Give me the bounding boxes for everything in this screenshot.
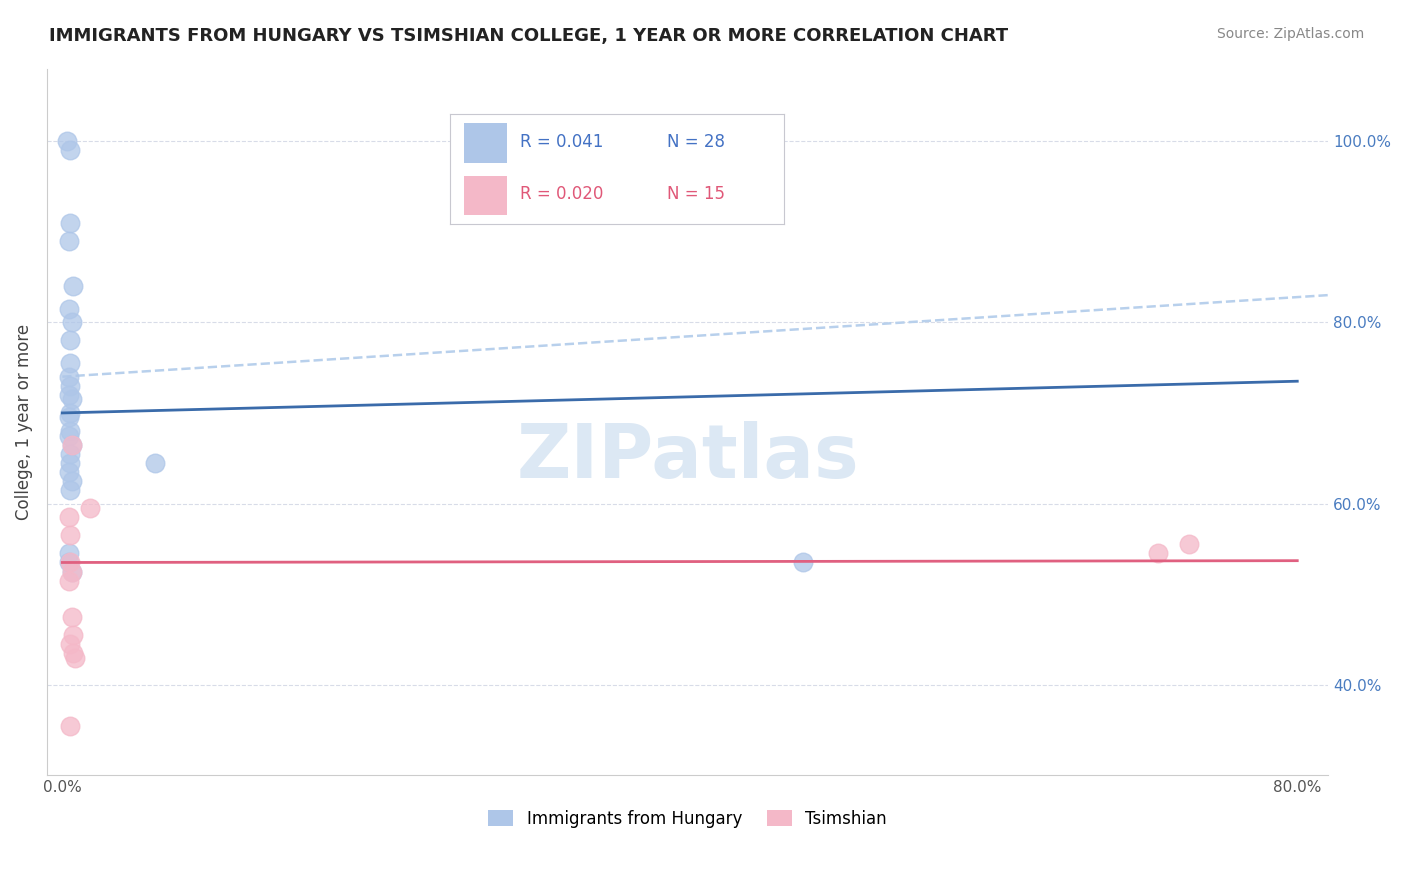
Point — [58, 301, 80, 316]
Text: ZIPatlas: ZIPatlas — [516, 421, 859, 494]
Point — [1147, 546, 1170, 560]
Legend: Immigrants from Hungary, Tsimshian: Immigrants from Hungary, Tsimshian — [481, 803, 894, 834]
Point — [58, 465, 80, 479]
Point — [60, 437, 83, 451]
Point — [58, 428, 80, 442]
Point — [60, 315, 83, 329]
Point — [63, 650, 86, 665]
Point — [59, 378, 82, 392]
Point — [60, 474, 83, 488]
Point — [62, 279, 84, 293]
Point — [56, 134, 79, 148]
Point — [1178, 537, 1201, 551]
Point — [60, 392, 83, 407]
Point — [59, 447, 82, 461]
Point — [79, 501, 101, 516]
Point — [58, 410, 80, 425]
Point — [58, 574, 80, 588]
Point — [59, 637, 82, 651]
Point — [60, 565, 83, 579]
Point — [59, 143, 82, 157]
Point — [59, 334, 82, 348]
Point — [59, 216, 82, 230]
Point — [58, 388, 80, 402]
Text: Source: ZipAtlas.com: Source: ZipAtlas.com — [1216, 27, 1364, 41]
Point — [59, 483, 82, 497]
Point — [58, 546, 80, 560]
Point — [59, 456, 82, 470]
Point — [59, 356, 82, 370]
Point — [60, 437, 83, 451]
Point — [58, 510, 80, 524]
Point — [143, 456, 166, 470]
Point — [62, 646, 84, 660]
Point — [58, 369, 80, 384]
Point — [58, 556, 80, 570]
Point — [59, 424, 82, 438]
Point — [59, 718, 82, 732]
Point — [59, 528, 82, 542]
Point — [62, 628, 84, 642]
Point — [59, 556, 82, 570]
Point — [60, 565, 83, 579]
Point — [59, 406, 82, 420]
Point — [60, 610, 83, 624]
Point — [58, 234, 80, 248]
Text: IMMIGRANTS FROM HUNGARY VS TSIMSHIAN COLLEGE, 1 YEAR OR MORE CORRELATION CHART: IMMIGRANTS FROM HUNGARY VS TSIMSHIAN COL… — [49, 27, 1008, 45]
Y-axis label: College, 1 year or more: College, 1 year or more — [15, 324, 32, 520]
Point — [792, 556, 814, 570]
